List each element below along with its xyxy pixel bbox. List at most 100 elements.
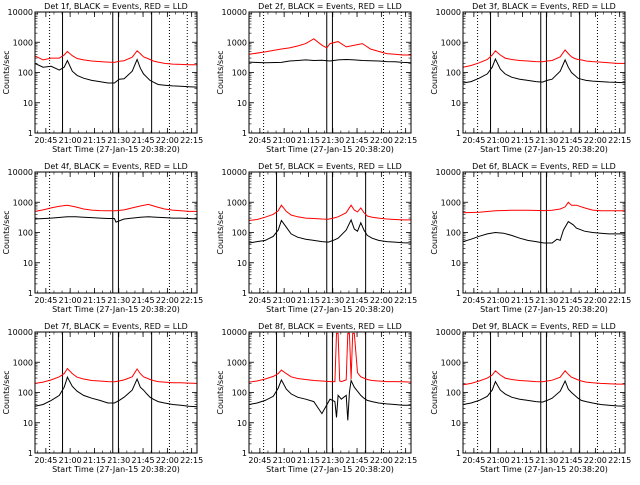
x-tick-label: 21:15 xyxy=(511,296,534,305)
y-tick-label: 100 xyxy=(232,389,247,398)
x-tick-label: 21:00 xyxy=(59,296,82,305)
x-tick-label: 21:45 xyxy=(132,456,155,465)
x-tick-label: 21:45 xyxy=(346,296,369,305)
y-tick-label: 10000 xyxy=(436,168,461,177)
y-tick-label: 100 xyxy=(18,69,33,78)
y-tick-label: 100 xyxy=(232,229,247,238)
y-tick-label: 10000 xyxy=(436,8,461,17)
series-line-lld xyxy=(35,367,197,384)
x-tick-label: 22:00 xyxy=(156,136,179,145)
chart-title: Det 7f, BLACK = Events, RED = LLD xyxy=(44,322,188,331)
x-tick-label: 22:15 xyxy=(180,296,203,305)
x-tick-label: 22:15 xyxy=(608,456,631,465)
y-tick-label: 10 xyxy=(451,99,461,108)
series-line-events xyxy=(35,216,197,223)
chart-title: Det 3f, BLACK = Events, RED = LLD xyxy=(472,2,616,11)
x-tick-label: 20:45 xyxy=(248,136,271,145)
x-tick-label: 22:00 xyxy=(156,296,179,305)
y-axis-title: Counts/sec xyxy=(2,210,11,254)
x-tick-label: 22:00 xyxy=(370,296,393,305)
y-tick-label: 1 xyxy=(28,449,33,458)
series-group xyxy=(463,49,625,84)
series-line-lld xyxy=(249,38,411,56)
y-tick-label: 10000 xyxy=(436,328,461,337)
chart-panel-8: Det 8f, BLACK = Events, RED = LLD 1 10 100 1… xyxy=(216,322,417,474)
chart-title: Det 2f, BLACK = Events, RED = LLD xyxy=(258,2,402,11)
y-tick-label: 10 xyxy=(23,259,33,268)
series-line-events xyxy=(249,218,411,244)
y-axis-title: Counts/sec xyxy=(216,370,225,414)
plot-frame xyxy=(248,331,412,454)
y-tick-label: 10000 xyxy=(8,8,33,17)
x-tick-label: 21:00 xyxy=(487,136,510,145)
y-tick-label: 1000 xyxy=(13,38,33,47)
series-line-lld xyxy=(249,204,411,221)
y-tick-label: 1000 xyxy=(13,198,33,207)
x-tick-label: 20:45 xyxy=(248,296,271,305)
y-tick-label: 1 xyxy=(242,289,247,298)
plot-frame xyxy=(462,11,626,134)
chart-panel-1: Det 1f, BLACK = Events, RED = LLD 1 10 100 1… xyxy=(2,2,203,154)
x-axis-title: Start Time (27-Jan-15 20:38:20) xyxy=(480,305,608,314)
x-tick-label: 21:45 xyxy=(560,136,583,145)
series-line-lld xyxy=(35,203,197,212)
series-line-events xyxy=(463,379,625,407)
y-axis-title: Counts/sec xyxy=(430,210,439,254)
series-line-events xyxy=(463,220,625,244)
y-tick-label: 10 xyxy=(237,99,247,108)
chart-panel-7: Det 7f, BLACK = Events, RED = LLD 1 10 100 1… xyxy=(2,322,203,474)
y-tick-label: 10 xyxy=(23,419,33,428)
x-tick-label: 21:15 xyxy=(83,456,106,465)
chart-panel-2: Det 2f, BLACK = Events, RED = LLD 1 10 100 1… xyxy=(216,2,417,154)
plot-frame xyxy=(248,171,412,294)
series-group xyxy=(249,204,411,244)
x-tick-label: 22:15 xyxy=(394,456,417,465)
y-tick-label: 1000 xyxy=(227,198,247,207)
series-line-lld xyxy=(35,50,197,66)
series-group xyxy=(249,332,411,421)
series-line-events xyxy=(249,378,411,421)
series-line-lld xyxy=(463,201,625,214)
x-tick-label: 21:15 xyxy=(297,296,320,305)
chart-title: Det 4f, BLACK = Events, RED = LLD xyxy=(44,162,188,171)
y-tick-label: 10000 xyxy=(222,8,247,17)
x-tick-label: 20:45 xyxy=(34,136,57,145)
x-tick-label: 20:45 xyxy=(462,456,485,465)
y-tick-label: 1 xyxy=(242,449,247,458)
y-tick-label: 1000 xyxy=(227,358,247,367)
x-tick-label: 21:45 xyxy=(346,456,369,465)
x-axis-title: Start Time (27-Jan-15 20:38:20) xyxy=(52,305,180,314)
x-axis-title: Start Time (27-Jan-15 20:38:20) xyxy=(266,145,394,154)
x-axis-title: Start Time (27-Jan-15 20:38:20) xyxy=(266,465,394,474)
y-tick-label: 10 xyxy=(237,259,247,268)
y-tick-label: 100 xyxy=(232,69,247,78)
x-tick-label: 22:00 xyxy=(156,456,179,465)
x-axis-title: Start Time (27-Jan-15 20:38:20) xyxy=(480,465,608,474)
chart-panel-9: Det 9f, BLACK = Events, RED = LLD 1 10 100 1… xyxy=(430,322,631,474)
series-line-lld xyxy=(463,370,625,386)
chart-panel-5: Det 5f, BLACK = Events, RED = LLD 1 10 100 1… xyxy=(216,162,417,314)
x-tick-label: 21:30 xyxy=(321,136,344,145)
chart-title: Det 9f, BLACK = Events, RED = LLD xyxy=(472,322,616,331)
x-tick-label: 21:30 xyxy=(321,456,344,465)
y-axis-title: Counts/sec xyxy=(430,370,439,414)
series-group xyxy=(249,38,411,64)
series-group xyxy=(463,370,625,407)
y-tick-label: 1 xyxy=(28,129,33,138)
x-tick-label: 22:15 xyxy=(180,456,203,465)
y-axis-title: Counts/sec xyxy=(2,50,11,94)
series-line-events xyxy=(35,58,197,88)
x-tick-label: 20:45 xyxy=(462,296,485,305)
x-tick-label: 21:45 xyxy=(132,136,155,145)
x-tick-label: 22:00 xyxy=(584,296,607,305)
x-tick-label: 21:45 xyxy=(132,296,155,305)
x-tick-label: 21:00 xyxy=(59,136,82,145)
series-line-events xyxy=(463,57,625,84)
x-axis-title: Start Time (27-Jan-15 20:38:20) xyxy=(266,305,394,314)
x-axis-title: Start Time (27-Jan-15 20:38:20) xyxy=(480,145,608,154)
series-group xyxy=(463,201,625,244)
x-tick-label: 21:15 xyxy=(297,456,320,465)
y-tick-label: 100 xyxy=(446,229,461,238)
series-line-events xyxy=(249,58,411,64)
